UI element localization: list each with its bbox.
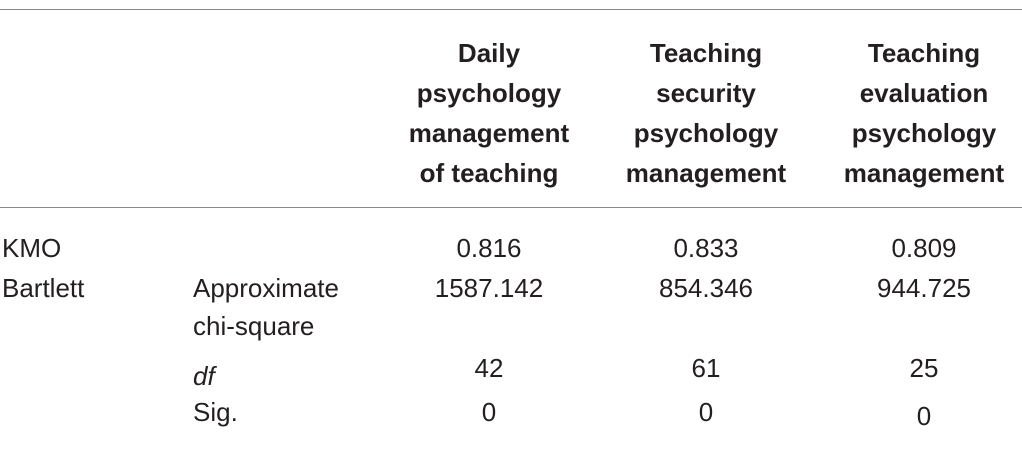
- table-cell: 1587.142: [434, 273, 544, 303]
- column-header-teaching-security: Teaching security psychology management: [625, 38, 787, 188]
- table-cell: 61: [691, 353, 721, 383]
- row-label-bartlett: Bartlett: [2, 273, 85, 303]
- table-cell: 944.725: [877, 273, 971, 303]
- header-rule: [0, 207, 1022, 208]
- table-cell: 854.346: [659, 273, 753, 303]
- table-cell: 42: [474, 353, 504, 383]
- column-header-daily-psychology: Daily psychology management of teaching: [408, 38, 570, 188]
- row-sublabel-df: df: [193, 361, 215, 391]
- row-sublabel-approximate: Approximate: [193, 273, 339, 303]
- row-sublabel-sig: Sig.: [193, 397, 238, 427]
- table-cell: 25: [909, 353, 939, 383]
- table-cell: 0.809: [891, 233, 957, 263]
- table-cell: 0.833: [673, 233, 739, 263]
- table-cell: 0.816: [456, 233, 522, 263]
- table-cell: 0: [916, 401, 932, 431]
- table-cell: 0: [698, 397, 714, 427]
- top-rule: [0, 9, 1022, 10]
- row-sublabel-chi-square: chi-square: [193, 311, 315, 341]
- column-header-teaching-evaluation: Teaching evaluation psychology managemen…: [843, 38, 1005, 188]
- row-label-kmo: KMO: [2, 233, 62, 263]
- table-cell: 0: [481, 397, 497, 427]
